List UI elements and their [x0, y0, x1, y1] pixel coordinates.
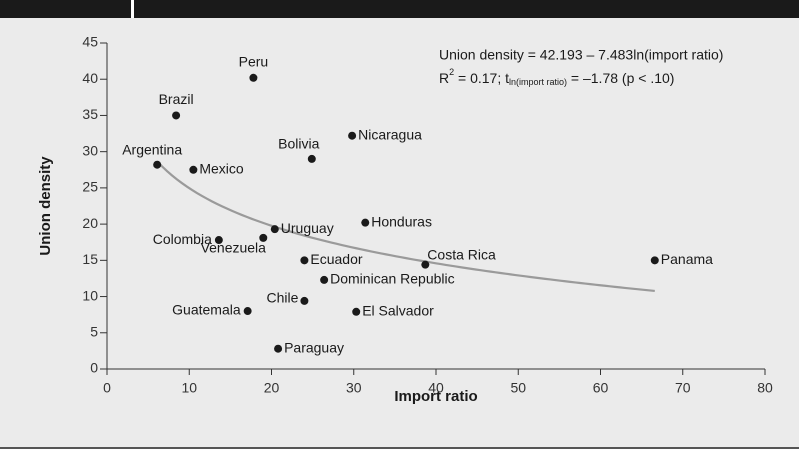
- point-label: Brazil: [159, 91, 194, 107]
- y-tick-label: 0: [90, 360, 98, 376]
- point-label: Argentina: [122, 141, 182, 157]
- point-label: Bolivia: [278, 136, 319, 152]
- point: [307, 154, 316, 163]
- point: [270, 225, 279, 234]
- x-tick-label: 50: [510, 380, 526, 396]
- point: [421, 260, 430, 269]
- point: [361, 218, 370, 227]
- annotation-sub: ln(import ratio): [509, 77, 567, 87]
- point-label: Paraguay: [284, 339, 344, 355]
- point-label: Chile: [266, 290, 298, 306]
- bottom-rule: [0, 447, 799, 449]
- x-tick-label: 70: [675, 380, 691, 396]
- point-label: Ecuador: [310, 251, 362, 267]
- y-axis-label: Union density: [37, 156, 54, 256]
- point: [189, 165, 198, 174]
- x-tick-label: 0: [103, 380, 111, 396]
- y-tick-label: 35: [82, 106, 98, 122]
- point-label: Peru: [239, 53, 269, 69]
- point: [300, 256, 309, 265]
- point-label: El Salvador: [362, 302, 434, 318]
- point-label: Mexico: [199, 160, 244, 176]
- point-label: Honduras: [371, 213, 432, 229]
- x-tick-label: 40: [428, 380, 444, 396]
- annotation-part: R: [439, 70, 449, 86]
- x-tick-label: 80: [757, 380, 773, 396]
- y-tick-label: 15: [82, 251, 98, 267]
- x-tick-label: 30: [346, 380, 362, 396]
- y-tick-label: 40: [82, 70, 98, 86]
- x-tick-label: 10: [181, 380, 197, 396]
- x-tick-label: 20: [264, 380, 280, 396]
- y-tick-label: 45: [82, 34, 98, 50]
- point-label: Uruguay: [281, 220, 334, 236]
- point: [172, 111, 181, 120]
- point-label: Guatemala: [172, 302, 241, 318]
- y-tick-label: 25: [82, 179, 98, 195]
- point: [259, 233, 268, 242]
- point: [153, 160, 162, 169]
- point-label: Venezuela: [201, 240, 267, 256]
- y-tick-label: 30: [82, 142, 98, 158]
- point: [348, 131, 357, 140]
- point: [243, 307, 252, 316]
- point: [352, 307, 361, 316]
- fit-curve: [156, 160, 655, 293]
- panel: [0, 18, 799, 448]
- annotation: Union density = 42.193 – 7.483ln(import …: [439, 47, 723, 63]
- annotation-sup: 2: [449, 67, 454, 77]
- point: [650, 256, 659, 265]
- point: [300, 296, 309, 305]
- point-label: Costa Rica: [427, 246, 496, 262]
- point-label: Colombia: [153, 231, 212, 247]
- point-label: Nicaragua: [358, 126, 422, 142]
- point: [274, 344, 283, 353]
- x-axis-label: Import ratio: [394, 388, 477, 405]
- point: [320, 275, 329, 284]
- point: [214, 236, 223, 245]
- y-tick-label: 5: [90, 323, 98, 339]
- point: [249, 73, 258, 82]
- annotation-part: = –1.78 (p < .10): [567, 70, 674, 86]
- header-bar: [0, 0, 799, 18]
- y-tick-label: 20: [82, 215, 98, 231]
- annotation-part: = 0.17; t: [454, 70, 509, 86]
- point-label: Dominican Republic: [330, 271, 455, 287]
- x-tick-label: 60: [593, 380, 609, 396]
- y-tick-label: 10: [82, 287, 98, 303]
- point-label: Panama: [661, 251, 713, 267]
- header-divider: [131, 0, 134, 18]
- annotation: R2 = 0.17; tln(import ratio) = –1.78 (p …: [439, 67, 674, 87]
